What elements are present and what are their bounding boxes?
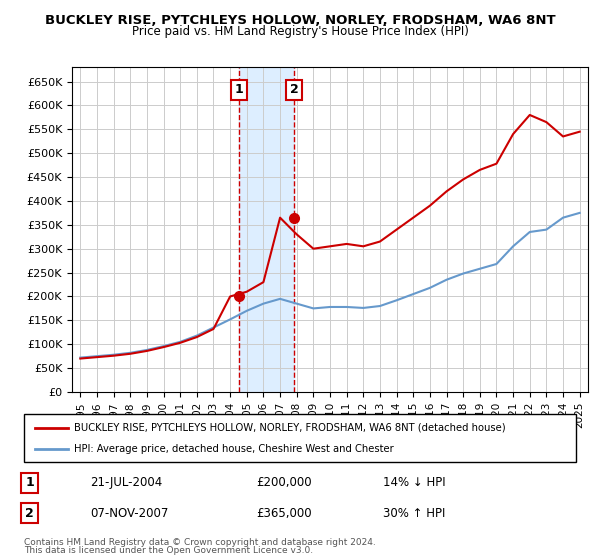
Text: 30% ↑ HPI: 30% ↑ HPI	[383, 507, 445, 520]
Text: 07-NOV-2007: 07-NOV-2007	[90, 507, 169, 520]
Text: 2: 2	[290, 83, 299, 96]
Text: £365,000: £365,000	[256, 507, 311, 520]
Text: 2: 2	[25, 507, 34, 520]
Text: BUCKLEY RISE, PYTCHLEYS HOLLOW, NORLEY, FRODSHAM, WA6 8NT (detached house): BUCKLEY RISE, PYTCHLEYS HOLLOW, NORLEY, …	[74, 423, 505, 433]
Text: £200,000: £200,000	[256, 477, 311, 489]
Text: 1: 1	[25, 477, 34, 489]
Bar	[239, 67, 294, 392]
Text: 14% ↓ HPI: 14% ↓ HPI	[383, 477, 445, 489]
Text: Price paid vs. HM Land Registry's House Price Index (HPI): Price paid vs. HM Land Registry's House …	[131, 25, 469, 38]
FancyBboxPatch shape	[24, 414, 576, 462]
Text: Contains HM Land Registry data © Crown copyright and database right 2024.: Contains HM Land Registry data © Crown c…	[24, 538, 376, 547]
Text: HPI: Average price, detached house, Cheshire West and Chester: HPI: Average price, detached house, Ches…	[74, 444, 394, 454]
Text: 1: 1	[235, 83, 244, 96]
Text: BUCKLEY RISE, PYTCHLEYS HOLLOW, NORLEY, FRODSHAM, WA6 8NT: BUCKLEY RISE, PYTCHLEYS HOLLOW, NORLEY, …	[44, 14, 556, 27]
Text: 21-JUL-2004: 21-JUL-2004	[90, 477, 163, 489]
Text: This data is licensed under the Open Government Licence v3.0.: This data is licensed under the Open Gov…	[24, 546, 313, 555]
